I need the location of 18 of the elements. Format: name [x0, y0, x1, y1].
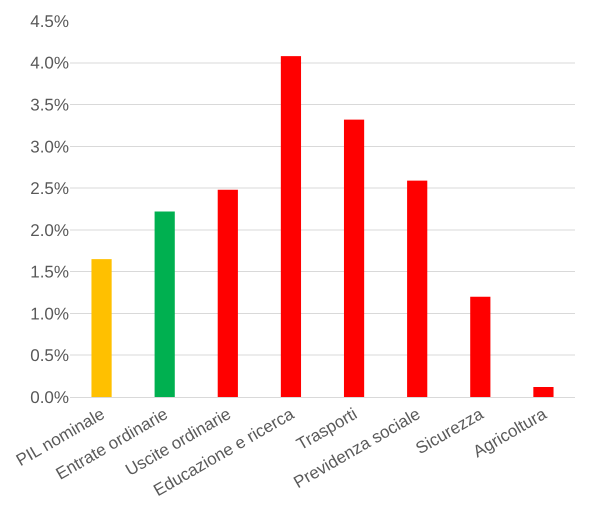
y-tick-label: 2.0% — [30, 220, 69, 240]
y-tick-label: 4.0% — [30, 54, 69, 73]
bar — [533, 386, 554, 397]
y-tick-label: 2.5% — [30, 179, 69, 198]
y-tick-label: 0.0% — [30, 388, 69, 407]
bar — [280, 56, 302, 397]
bar — [154, 212, 175, 397]
y-tick-label: 0.5% — [30, 346, 69, 366]
y-tick-label: 4.5% — [30, 12, 69, 31]
bar — [91, 259, 112, 397]
y-tick-label: 3.5% — [30, 96, 69, 115]
y-tick-label: 1.0% — [30, 304, 69, 324]
bar — [407, 180, 428, 397]
bar — [218, 190, 238, 397]
y-tick-label: 1.5% — [30, 262, 69, 282]
bar — [470, 296, 490, 397]
y-tick-label: 3.0% — [30, 137, 69, 156]
bar — [344, 120, 364, 397]
